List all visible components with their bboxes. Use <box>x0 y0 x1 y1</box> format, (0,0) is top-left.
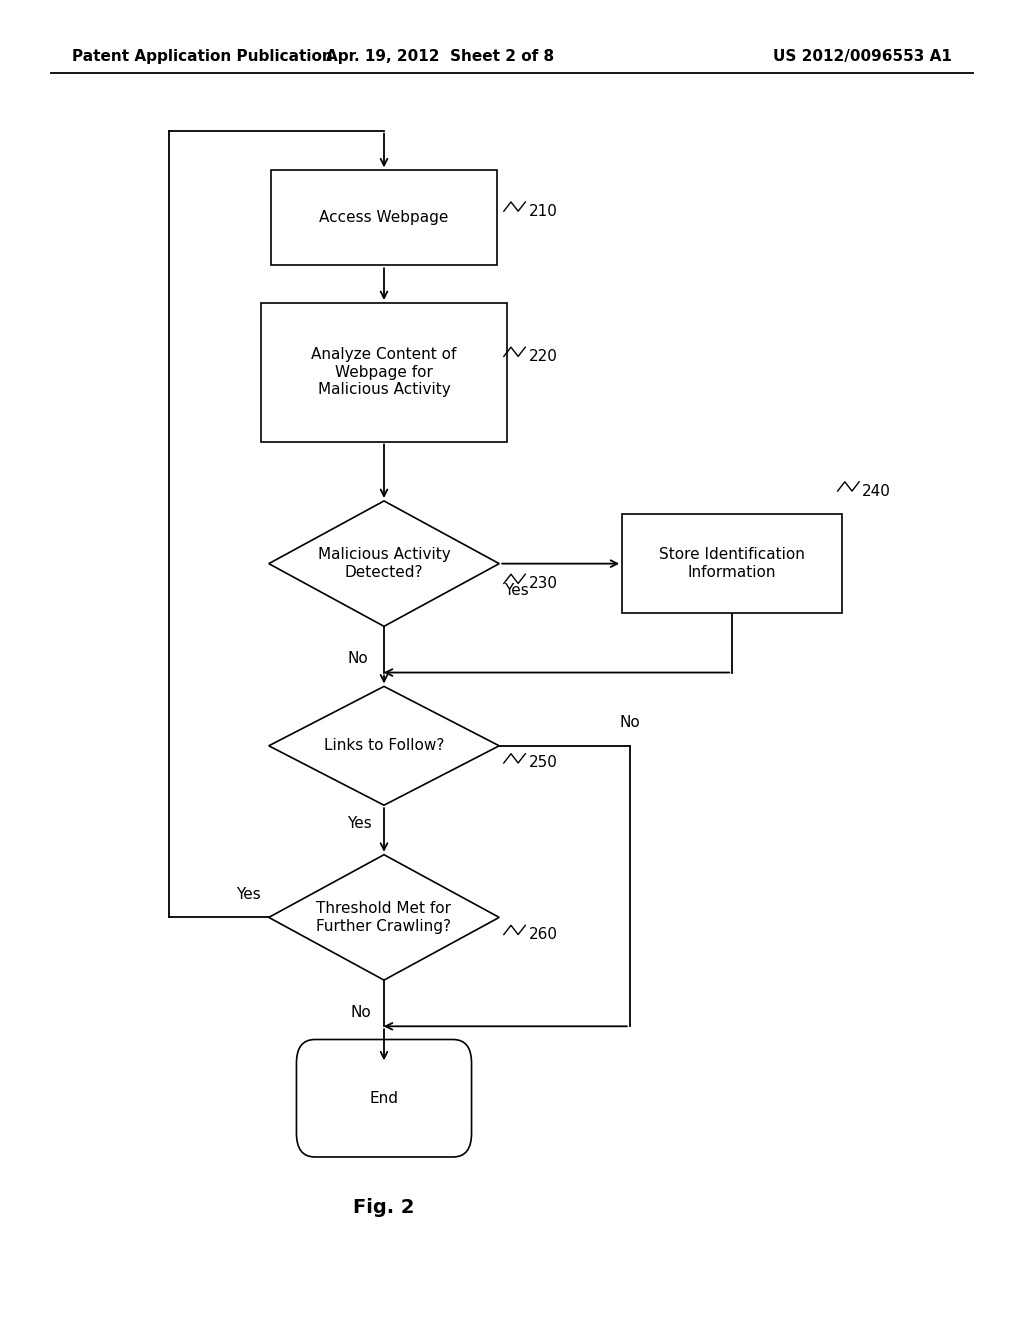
Text: Patent Application Publication: Patent Application Publication <box>72 49 333 63</box>
FancyBboxPatch shape <box>261 304 507 441</box>
FancyBboxPatch shape <box>271 170 497 265</box>
Text: Yes: Yes <box>504 583 529 598</box>
Text: 220: 220 <box>528 348 557 364</box>
Text: No: No <box>620 715 640 730</box>
Text: US 2012/0096553 A1: US 2012/0096553 A1 <box>773 49 952 63</box>
Text: No: No <box>348 651 369 667</box>
Polygon shape <box>268 686 500 805</box>
Text: Apr. 19, 2012  Sheet 2 of 8: Apr. 19, 2012 Sheet 2 of 8 <box>327 49 554 63</box>
Text: No: No <box>351 1005 372 1019</box>
Text: End: End <box>370 1090 398 1106</box>
Text: Fig. 2: Fig. 2 <box>353 1199 415 1217</box>
Text: Links to Follow?: Links to Follow? <box>324 738 444 754</box>
Text: Analyze Content of
Webpage for
Malicious Activity: Analyze Content of Webpage for Malicious… <box>311 347 457 397</box>
Text: 230: 230 <box>528 576 557 591</box>
Text: 250: 250 <box>528 755 557 771</box>
Polygon shape <box>268 502 500 627</box>
FancyBboxPatch shape <box>622 515 842 612</box>
FancyBboxPatch shape <box>297 1040 471 1156</box>
Text: Yes: Yes <box>236 887 260 902</box>
Text: 240: 240 <box>862 483 891 499</box>
Polygon shape <box>268 855 500 979</box>
Text: Malicious Activity
Detected?: Malicious Activity Detected? <box>317 548 451 579</box>
Text: 210: 210 <box>528 203 557 219</box>
Text: Access Webpage: Access Webpage <box>319 210 449 226</box>
Text: Store Identification
Information: Store Identification Information <box>659 548 805 579</box>
Text: 260: 260 <box>528 927 557 942</box>
Text: Yes: Yes <box>347 816 372 830</box>
Text: Threshold Met for
Further Crawling?: Threshold Met for Further Crawling? <box>316 902 452 933</box>
